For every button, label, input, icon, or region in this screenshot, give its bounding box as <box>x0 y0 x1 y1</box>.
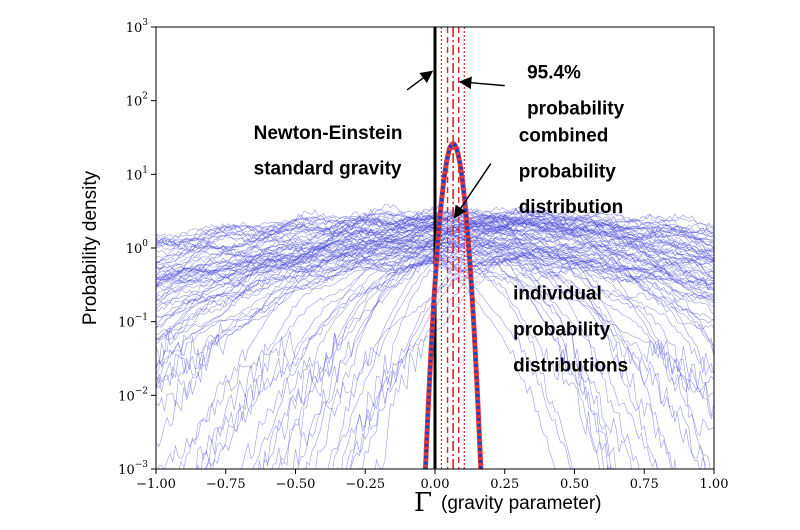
annotation-combined: combined <box>519 125 609 146</box>
x-tick-label: −1.00 <box>136 477 176 492</box>
annotations: 95.4% probability Newton-Einstein standard … <box>254 62 629 376</box>
x-tick-label: 0.75 <box>630 477 659 492</box>
annotation-individual: probability <box>513 319 611 340</box>
x-tick-label: −0.25 <box>345 477 385 492</box>
annotation-arrow <box>458 76 505 90</box>
x-tick-label: 0.25 <box>490 477 519 492</box>
annotation-combined: probability <box>519 162 617 183</box>
x-tick-label: 0.50 <box>560 477 589 492</box>
y-tick-label: 101 <box>126 165 148 183</box>
y-axis-label: Probability density <box>80 170 101 325</box>
annotation-arrow <box>453 163 492 219</box>
annotation-individual: distributions <box>513 356 628 377</box>
y-tick-label: 100 <box>126 239 149 257</box>
annotation-combined: distribution <box>519 197 623 218</box>
y-axis: 103 102 101 100 10−1 10−2 10−3 <box>118 18 156 478</box>
x-tick-label: 0.00 <box>421 477 450 492</box>
annotation-arrow <box>406 70 434 91</box>
y-tick-label: 102 <box>126 92 148 110</box>
x-tick-label: −0.75 <box>206 477 246 492</box>
annotation-individual: individual <box>513 283 602 304</box>
annotation-interval: probability <box>527 98 625 119</box>
combined-dotted-curve <box>423 142 483 469</box>
x-tick-label: 1.00 <box>700 477 729 492</box>
x-axis-label: (gravity parameter) <box>441 493 602 514</box>
combined-distribution <box>422 141 484 469</box>
x-axis-symbol: Γ <box>414 488 432 518</box>
y-tick-label: 10−3 <box>118 460 148 478</box>
x-tick-label: −0.50 <box>276 477 316 492</box>
y-tick-label: 10−2 <box>118 386 148 404</box>
y-tick-label: 10−1 <box>118 313 148 331</box>
interval-95-lines <box>440 27 465 469</box>
x-axis: −1.00 −0.75 −0.50 −0.25 0.00 0.25 0.50 0.75 1.00 <box>136 469 728 492</box>
y-tick-label: 103 <box>126 18 149 36</box>
annotation-standard: Newton-Einstein <box>254 123 403 144</box>
annotation-interval: 95.4% <box>527 62 581 83</box>
annotation-standard: standard gravity <box>254 158 402 179</box>
